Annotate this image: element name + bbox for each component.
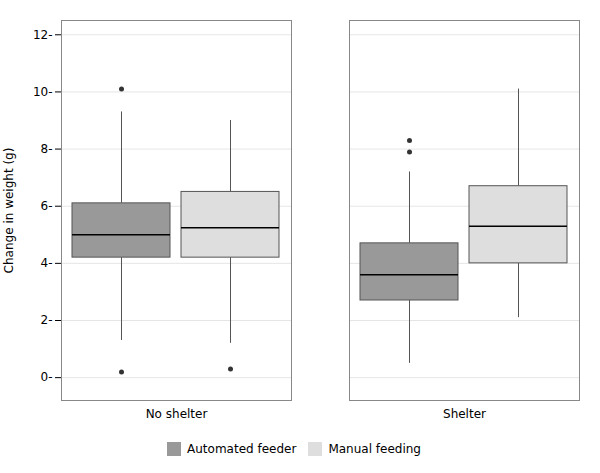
html-text:Manual feeding: Manual feeding	[328, 441, 421, 456]
svg-text:Change in weight (g): Change in weight (g)	[2, 148, 16, 274]
svg-text:10-: 10-	[33, 85, 53, 99]
html-text:Automated feeder: Automated feeder	[187, 441, 297, 456]
svg-text:4-: 4-	[41, 256, 53, 270]
svg-text:2-: 2-	[41, 313, 53, 327]
svg-text:6-: 6-	[41, 199, 53, 213]
svg-text:No shelter: No shelter	[146, 407, 208, 421]
svg-text:8-: 8-	[41, 142, 53, 156]
svg-text:Shelter: Shelter	[443, 407, 486, 421]
svg-text:12-: 12-	[33, 28, 53, 42]
svg-text:0-: 0-	[41, 370, 53, 384]
